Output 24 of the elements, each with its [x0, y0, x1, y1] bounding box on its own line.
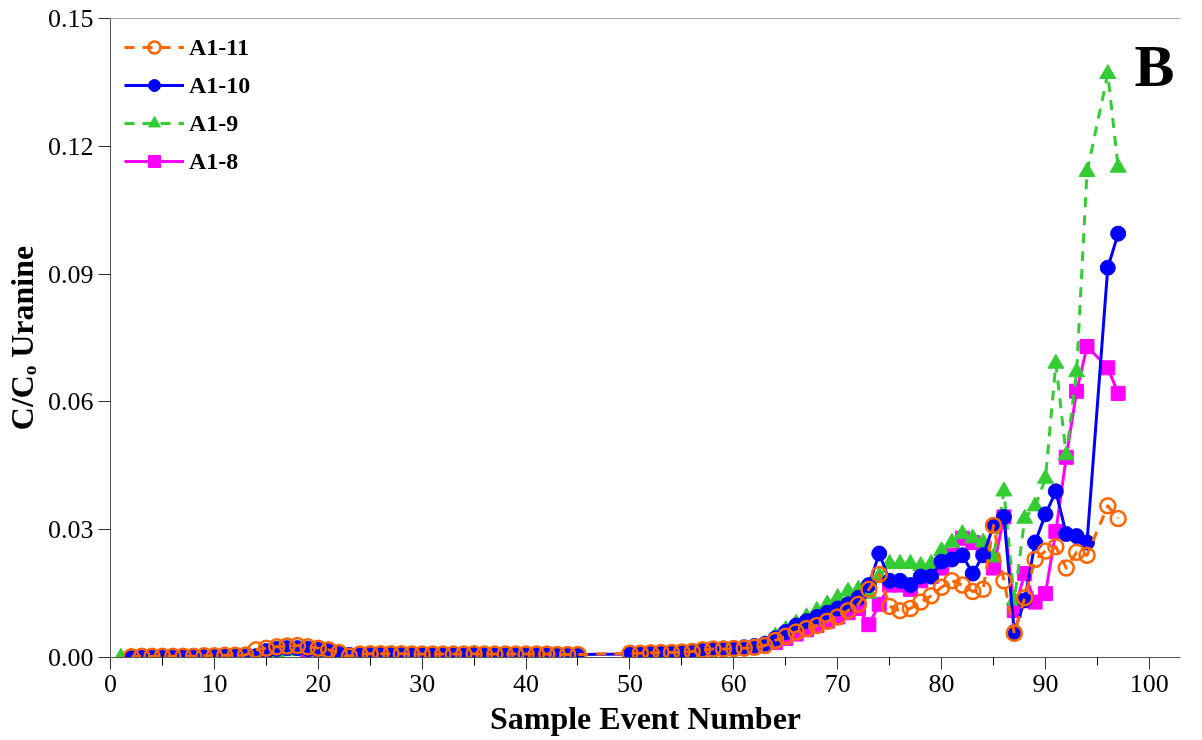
x-tick-label: 0	[104, 668, 117, 698]
x-axis-title: Sample Event Number	[489, 699, 802, 736]
x-tick-label: 20	[305, 668, 332, 698]
y-tick-label: 0.12	[48, 131, 94, 161]
legend-label: A1-10	[189, 71, 251, 99]
x-tick-label: 40	[513, 668, 540, 698]
legend-label: A1-11	[189, 33, 249, 61]
legend-label: A1-8	[189, 147, 239, 175]
x-tick-label: 10	[201, 668, 228, 698]
x-tick-label: 100	[1129, 668, 1169, 698]
x-tick-label: 30	[409, 668, 436, 698]
x-tick-label: 60	[720, 668, 747, 698]
x-tick-label: 90	[1032, 668, 1059, 698]
annotation: B	[1134, 32, 1175, 99]
y-tick-label: 0.15	[48, 4, 94, 33]
x-tick-label: 80	[928, 668, 955, 698]
y-tick-label: 0.00	[48, 643, 94, 672]
x-tick-label: 70	[824, 668, 851, 698]
y-tick-label: 0.03	[48, 515, 94, 545]
y-tick-label: 0.06	[48, 387, 94, 417]
y-axis-title: C/Cₒ Uranine	[4, 245, 40, 431]
y-tick-label: 0.09	[48, 259, 94, 289]
legend-label: A1-9	[189, 109, 239, 137]
x-tick-label: 50	[616, 668, 643, 698]
